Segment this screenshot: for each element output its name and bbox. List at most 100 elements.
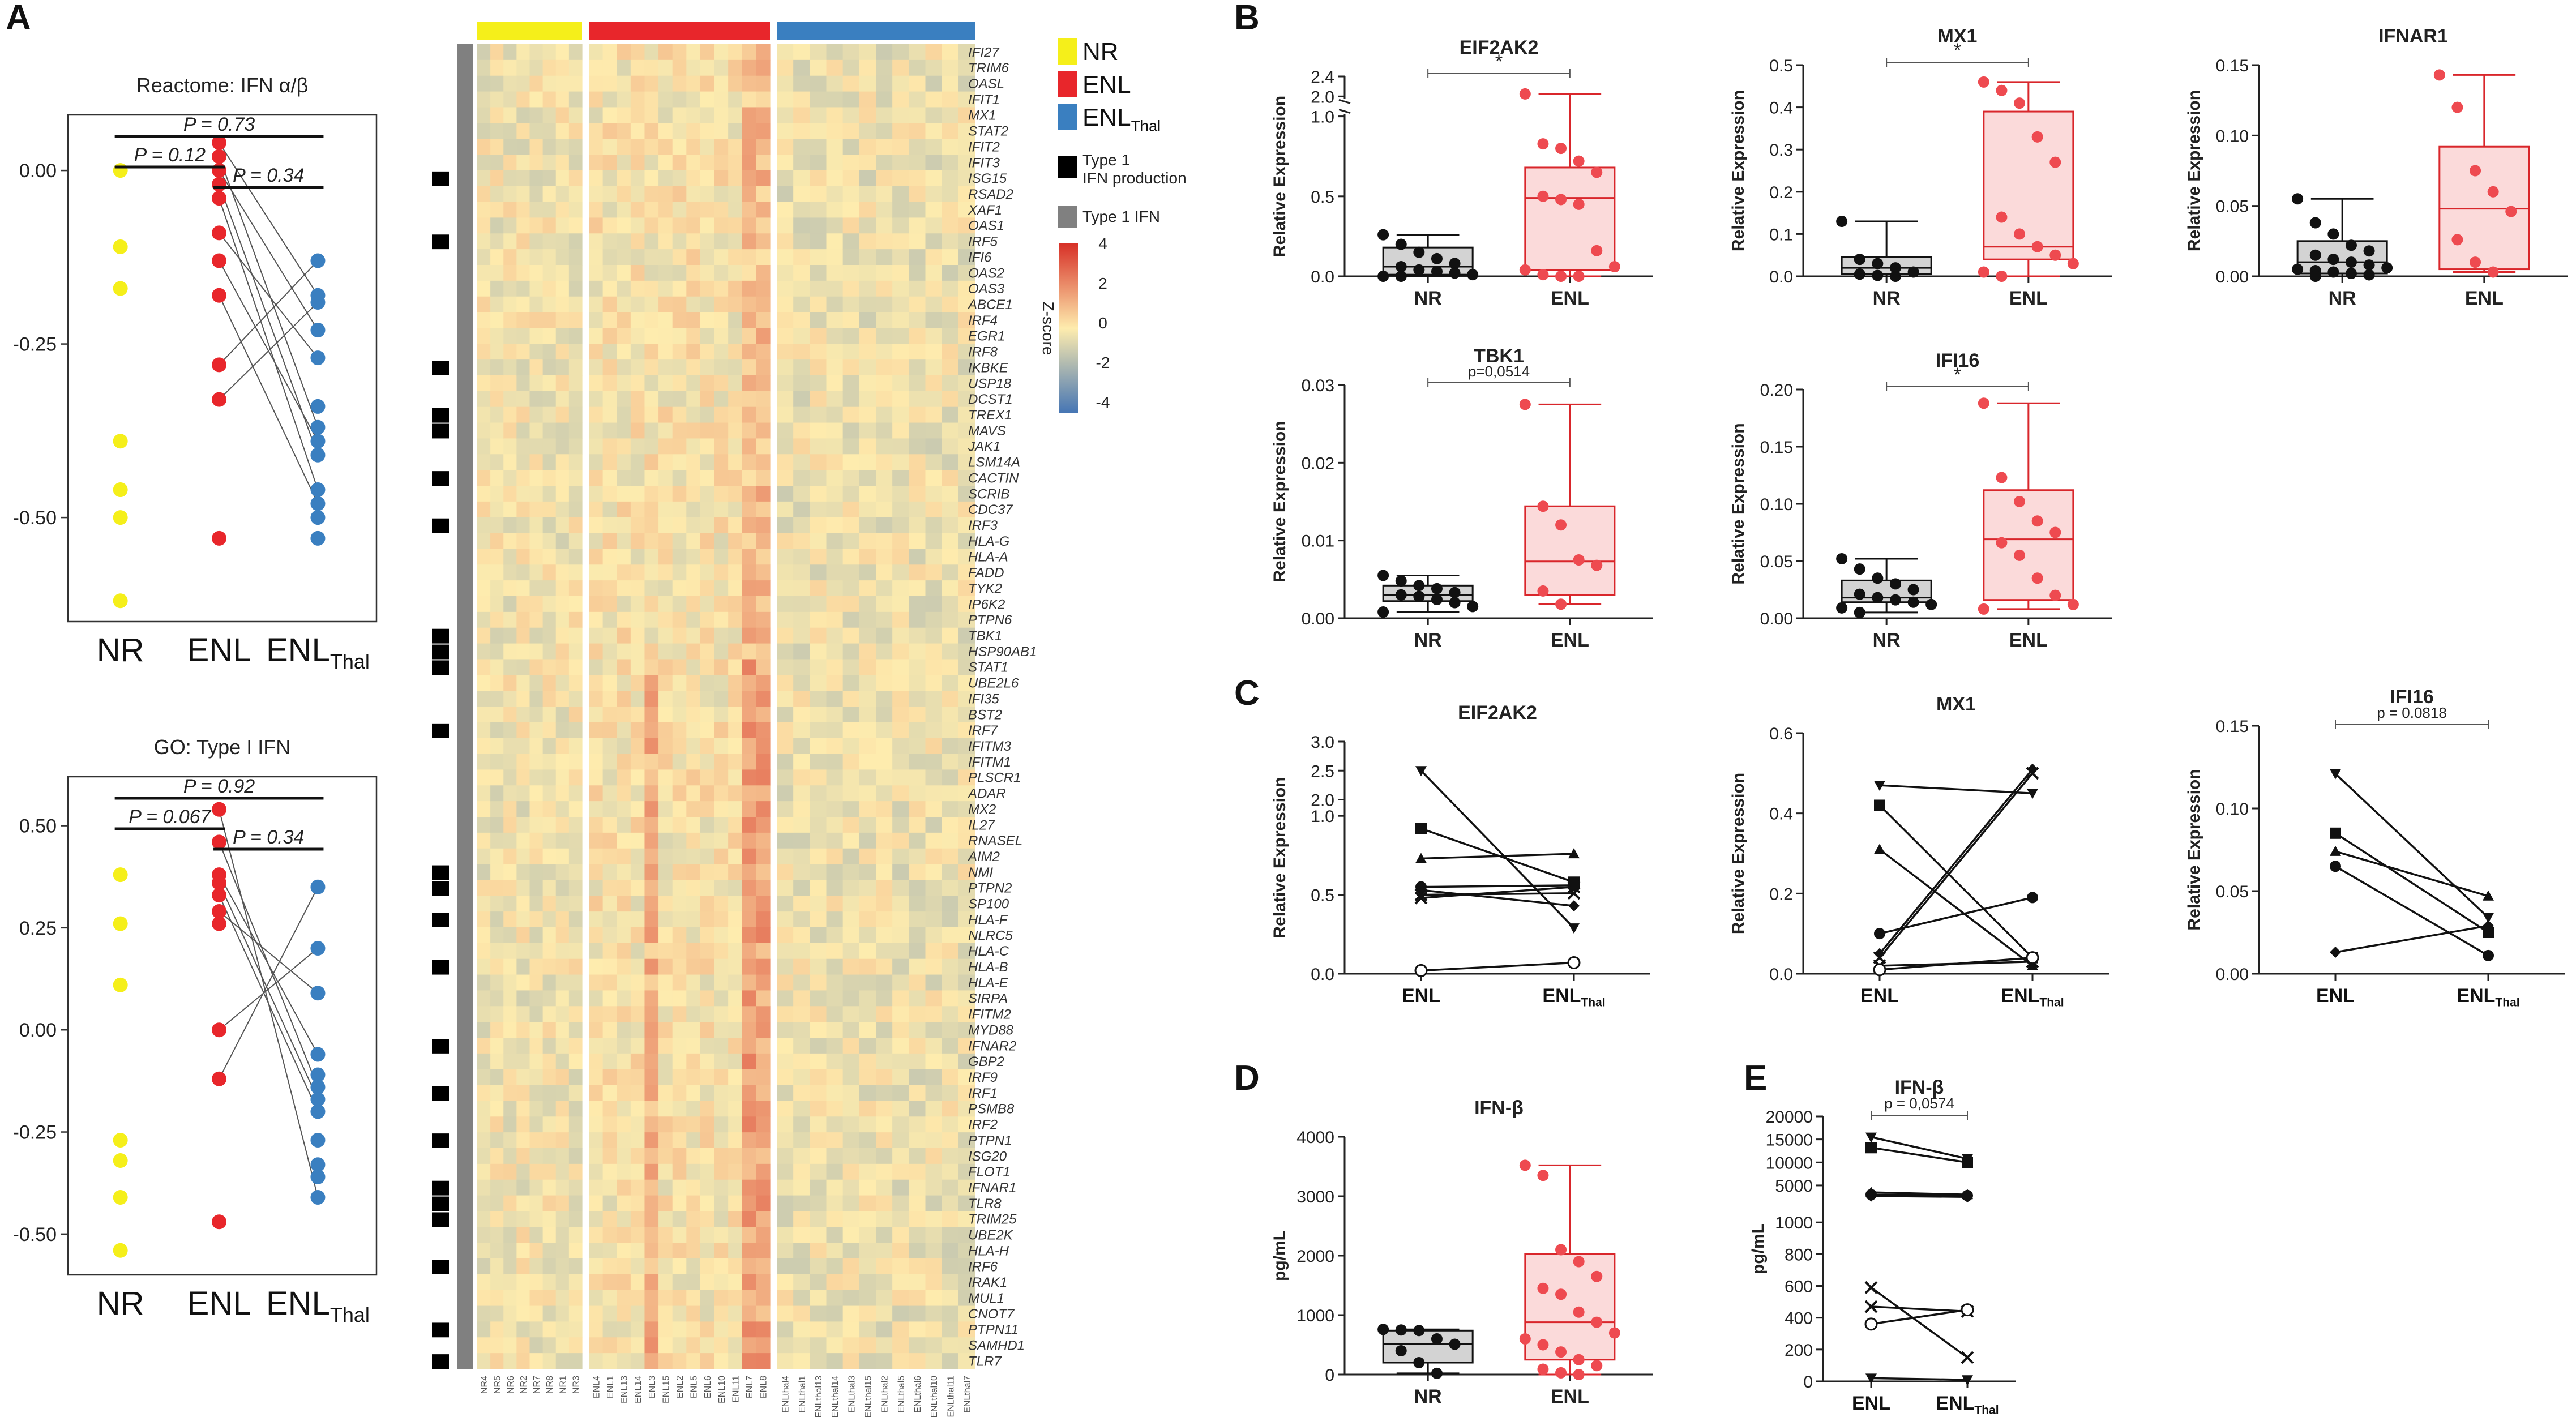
heatmap-cell: [617, 1085, 631, 1102]
heatmap-cell: [503, 91, 517, 108]
heatmap-cell: [617, 280, 631, 297]
heatmap-cell: [942, 1305, 959, 1322]
heatmap-cell: [842, 691, 860, 707]
heatmap-cell: [942, 659, 959, 675]
heatmap-cell: [602, 170, 617, 187]
heatmap-row-label: ABCE1: [967, 297, 1013, 312]
heatmap-cell: [728, 880, 743, 896]
data-point-nr: [1413, 590, 1425, 602]
pair-line: [2335, 832, 2489, 934]
annotation-type1-ifn: [457, 1053, 473, 1070]
heatmap-cell: [700, 880, 715, 896]
heatmap-cell: [793, 675, 810, 691]
heatmap-cell: [658, 501, 673, 518]
heatmap-cell: [925, 486, 943, 502]
heatmap-cell: [909, 643, 926, 660]
heatmap-column-label: ENLthal13: [814, 1376, 824, 1417]
heatmap-cell: [842, 75, 860, 92]
heatmap-cell: [909, 470, 926, 486]
heatmap-cell: [826, 44, 844, 61]
heatmap-cell: [602, 817, 617, 833]
heatmap-cell: [777, 1305, 794, 1322]
heatmap-cell: [892, 1321, 909, 1338]
heatmap-row-label: TYK2: [968, 581, 1002, 596]
heatmap-cell: [714, 533, 729, 550]
heatmap-cell: [617, 675, 631, 691]
heatmap-cell: [876, 438, 893, 455]
heatmap-cell: [672, 1305, 687, 1322]
heatmap-cell: [686, 611, 701, 628]
heatmap-cell: [477, 1132, 491, 1149]
heatmap-cell: [859, 139, 876, 155]
heatmap-cell: [742, 359, 756, 376]
heatmap-cell: [602, 486, 617, 502]
heatmap-cell: [516, 659, 530, 675]
heatmap-cell: [842, 974, 860, 991]
heatmap-cell: [503, 943, 517, 960]
heatmap-cell: [542, 486, 557, 502]
heatmap-cell: [793, 438, 810, 455]
heatmap-cell: [589, 202, 604, 219]
heatmap-cell: [658, 1053, 673, 1070]
heatmap-cell: [859, 107, 876, 123]
data-point-nr: [113, 510, 128, 525]
heatmap-cell: [686, 596, 701, 613]
heatmap-cell: [876, 1132, 893, 1149]
heatmap-cell: [602, 549, 617, 565]
data-point-nr: [2363, 269, 2375, 281]
annotation-production: [432, 408, 449, 423]
heatmap-cell: [942, 359, 959, 376]
heatmap-row-label: PLSCR1: [968, 770, 1021, 786]
heatmap-cell: [589, 1038, 604, 1054]
data-point-marker: [1865, 1132, 1877, 1143]
heatmap-cell: [728, 1085, 743, 1102]
heatmap-cell: [477, 1022, 491, 1038]
colorbar-tick: 4: [1098, 235, 1107, 252]
heatmap-cell: [542, 1116, 557, 1133]
heatmap-cell: [555, 1211, 570, 1227]
heatmap-cell: [542, 91, 557, 108]
heatmap-cell: [658, 1148, 673, 1165]
chart-title: IFN-β: [1474, 1097, 1524, 1119]
heatmap-cell: [756, 1006, 771, 1022]
heatmap-cell: [568, 1321, 583, 1338]
data-point-enl: [2470, 165, 2481, 177]
heatmap-cell: [602, 722, 617, 739]
heatmap-cell: [672, 1101, 687, 1117]
heatmap-row-label: IL27: [968, 817, 995, 833]
heatmap-cell: [859, 564, 876, 581]
heatmap-cell: [672, 1337, 687, 1354]
heatmap-cell: [477, 501, 491, 518]
data-point-marker: [1874, 781, 1885, 791]
y-tick-label: 5000: [1775, 1177, 1813, 1196]
heatmap-cell: [859, 202, 876, 219]
heatmap-cell: [859, 896, 876, 912]
heatmap-cell: [958, 91, 975, 108]
heatmap-cell: [542, 1101, 557, 1117]
heatmap-cell: [700, 375, 715, 392]
heatmap-cell: [542, 754, 557, 770]
heatmap-cell: [568, 896, 583, 912]
data-point-marker: [1568, 900, 1580, 912]
heatmap-cell: [644, 817, 659, 833]
heatmap-cell: [644, 896, 659, 912]
heatmap-cell: [925, 44, 943, 61]
heatmap-cell: [909, 1305, 926, 1322]
heatmap-cell: [555, 643, 570, 660]
heatmap-cell: [477, 422, 491, 439]
heatmap-cell: [617, 738, 631, 755]
heatmap-cell: [503, 1085, 517, 1102]
heatmap-cell: [672, 564, 687, 581]
heatmap-cell: [644, 675, 659, 691]
heatmap-cell: [859, 627, 876, 644]
heatmap-cell: [728, 738, 743, 755]
heatmap-cell: [700, 470, 715, 486]
heatmap-cell: [909, 233, 926, 250]
heatmap-cell: [644, 1132, 659, 1149]
heatmap-cell: [700, 312, 715, 329]
heatmap-cell: [793, 864, 810, 881]
heatmap-cell: [826, 107, 844, 123]
heatmap-cell: [686, 406, 701, 423]
heatmap-cell: [826, 627, 844, 644]
annotation-type1-ifn: [457, 943, 473, 960]
